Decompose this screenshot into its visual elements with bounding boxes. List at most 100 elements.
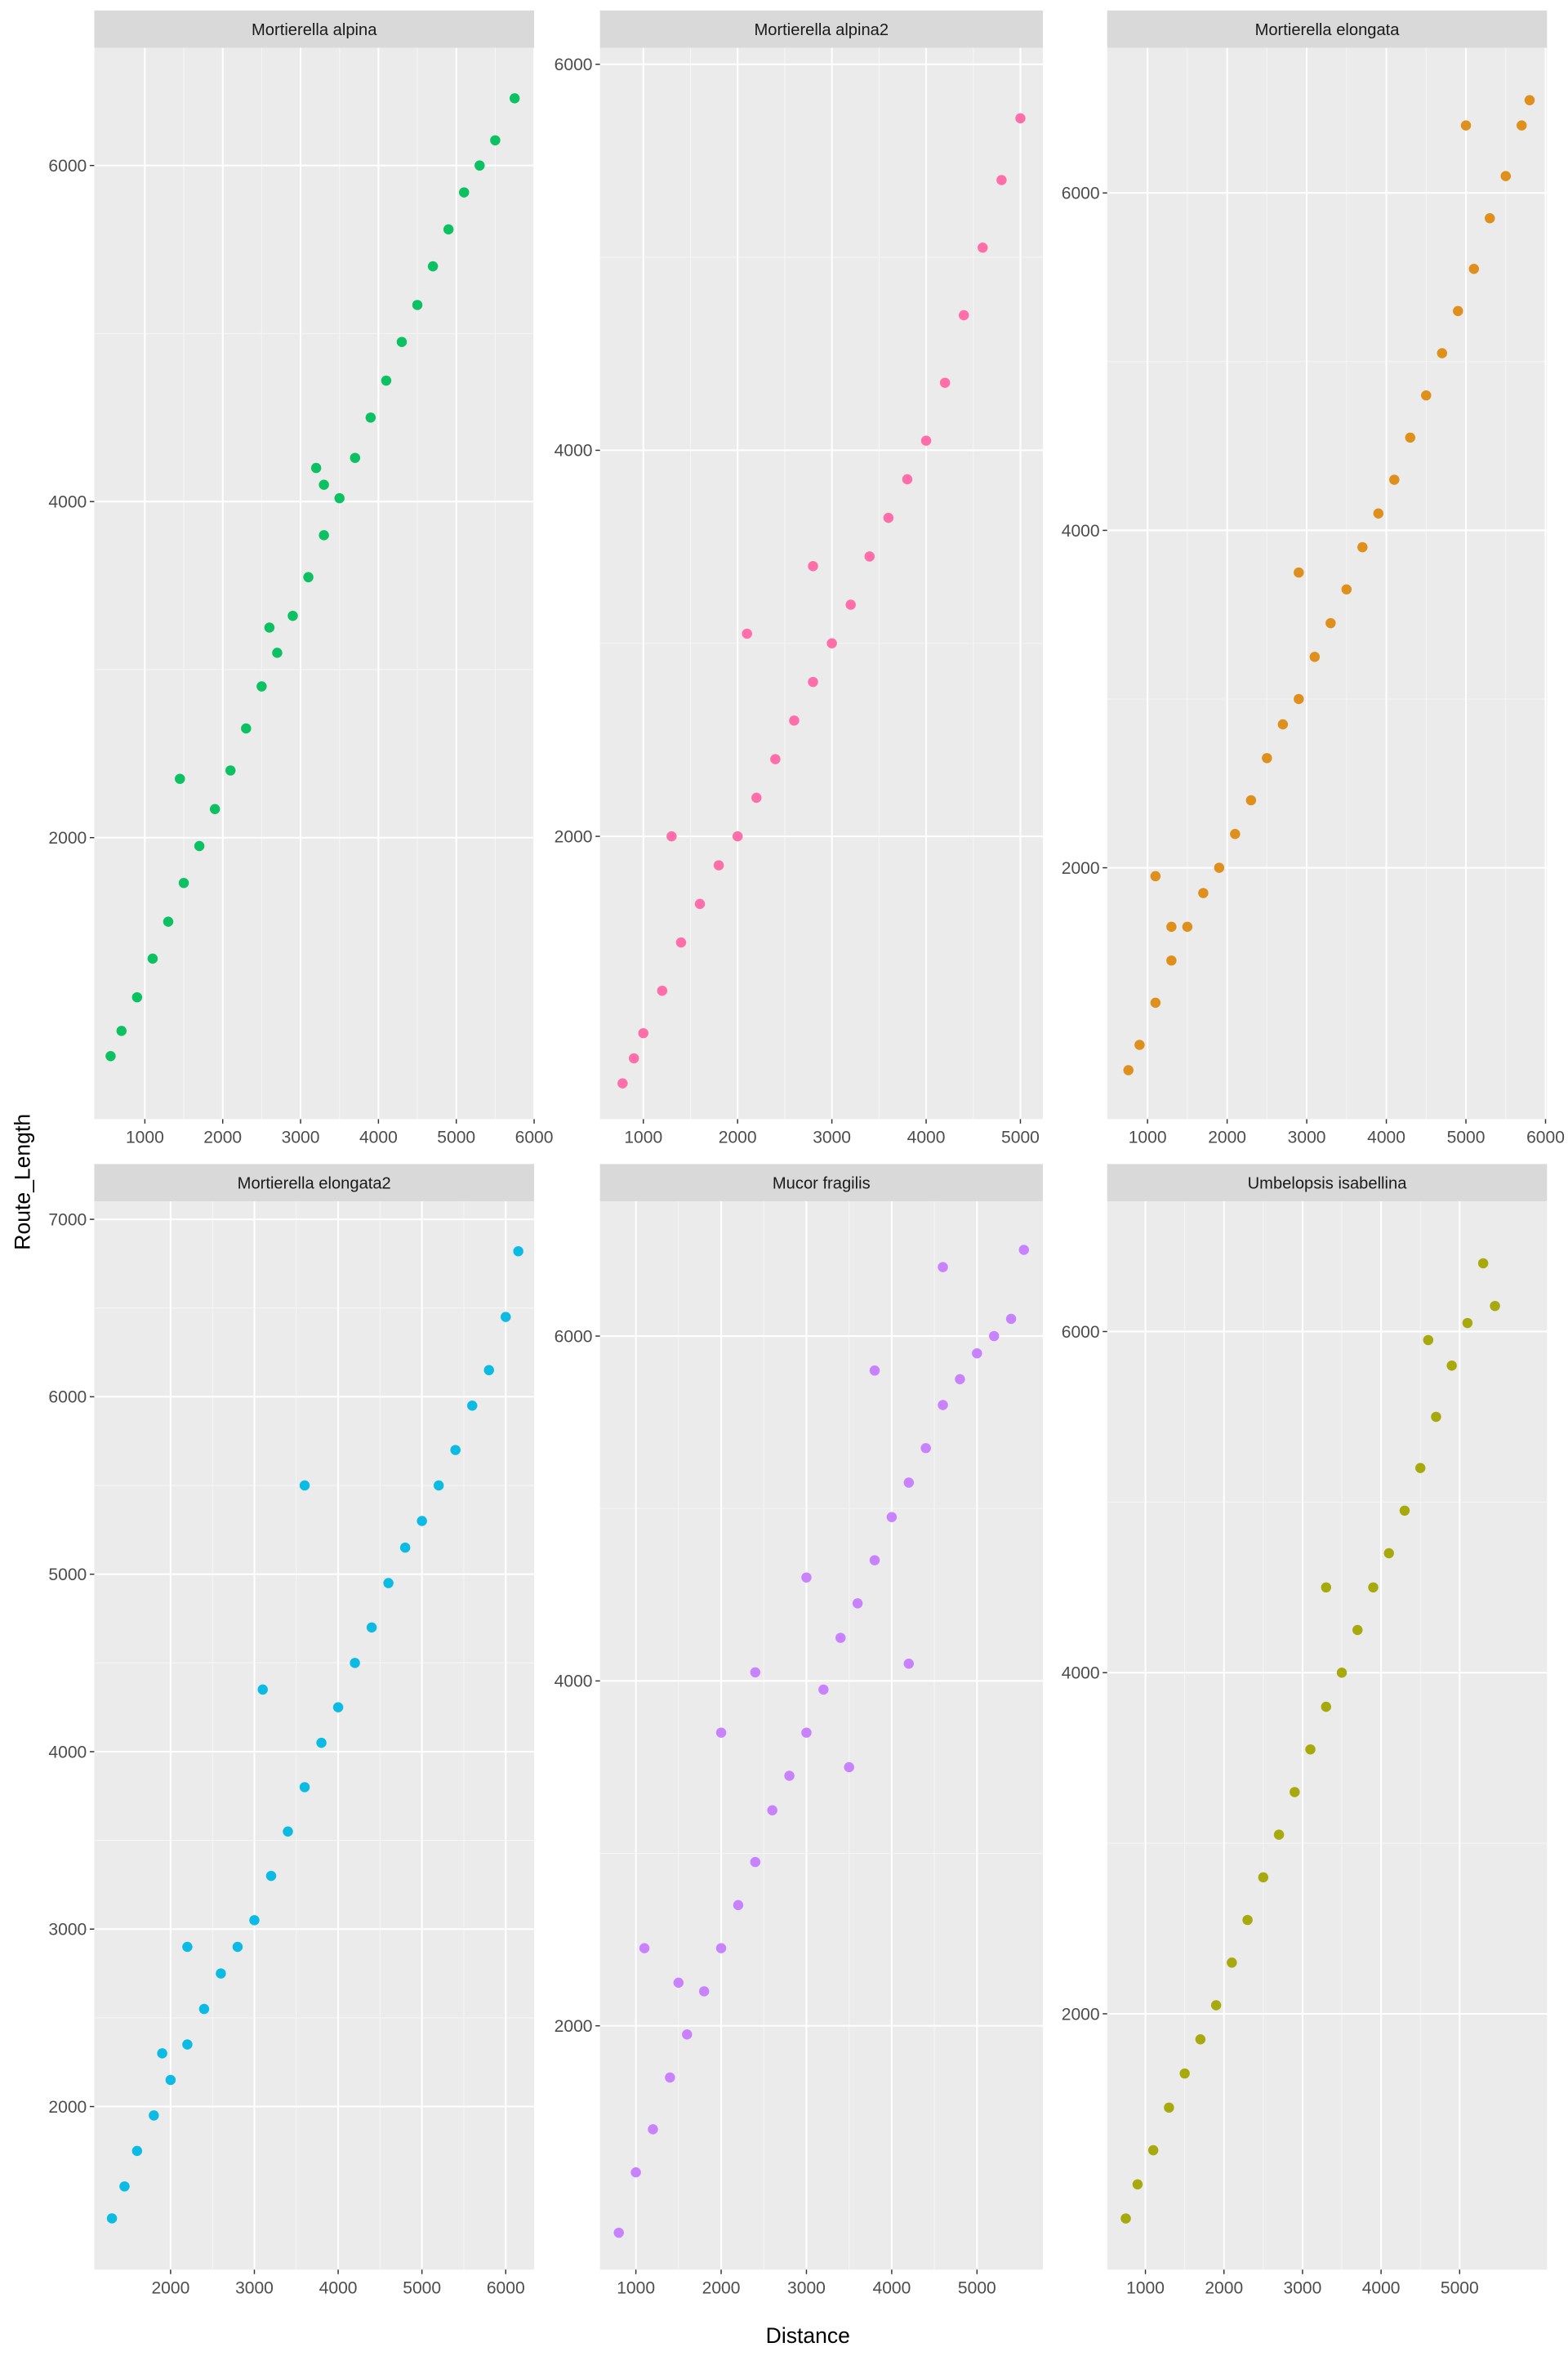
point: [350, 1658, 360, 1668]
point: [396, 336, 408, 347]
point: [443, 224, 454, 235]
point: [732, 831, 743, 842]
facet-title: Mortierella elongata: [1255, 21, 1401, 39]
x-tick-label: 1000: [126, 1129, 164, 1147]
point: [978, 243, 988, 253]
point: [1352, 1624, 1363, 1636]
x-tick-label: 1000: [624, 1129, 662, 1147]
y-tick-label: 6000: [1062, 185, 1100, 203]
point: [105, 1050, 116, 1062]
point: [1460, 120, 1472, 131]
point: [412, 300, 423, 310]
point: [383, 1578, 394, 1588]
point: [332, 1702, 344, 1712]
y-tick-label: 2000: [48, 829, 87, 848]
point: [1368, 1582, 1379, 1593]
point: [920, 1443, 931, 1454]
point: [1462, 1317, 1473, 1329]
point: [715, 1943, 727, 1953]
x-tick-label: 4000: [1367, 1129, 1405, 1147]
x-tick-label: 1000: [1129, 1129, 1167, 1147]
point: [241, 723, 252, 734]
point: [1336, 1667, 1348, 1678]
y-tick-label: 2000: [1062, 859, 1100, 878]
point: [617, 1078, 628, 1089]
y-tick-label: 4000: [48, 1743, 87, 1761]
point: [628, 1053, 639, 1064]
point: [147, 953, 158, 964]
point: [272, 648, 283, 658]
point: [1431, 1411, 1441, 1423]
y-tick-label: 4000: [1062, 1664, 1100, 1683]
x-tick-label: 6000: [515, 1129, 554, 1147]
point: [955, 1374, 965, 1385]
y-axis-title: Route_Length: [11, 1114, 35, 1250]
point: [1305, 1744, 1316, 1755]
point: [1446, 1361, 1457, 1371]
x-tick-label: 2000: [1205, 2279, 1243, 2298]
x-tick-label: 3000: [235, 2279, 274, 2298]
point: [613, 2227, 624, 2238]
x-tick-label: 3000: [1288, 1129, 1326, 1147]
point: [106, 2213, 118, 2224]
panel-background: [1107, 47, 1548, 1120]
y-tick-label: 4000: [555, 1672, 593, 1691]
facet-panel: Umbelopsis isabellina 1000 2000 3000 4000 500…: [1062, 1164, 1548, 2298]
point: [1325, 617, 1336, 629]
point: [1132, 2179, 1143, 2190]
x-tick-label: 4000: [319, 2279, 358, 2298]
point: [256, 681, 267, 692]
point: [249, 1915, 260, 1926]
point: [694, 898, 706, 910]
point: [116, 1026, 127, 1036]
y-tick-label: 6000: [1062, 1323, 1100, 1342]
point: [175, 773, 185, 784]
point: [1182, 921, 1193, 933]
point: [299, 1480, 310, 1491]
x-tick-label: 5000: [1441, 2279, 1479, 2298]
point: [182, 1941, 193, 1953]
x-tick-label: 3000: [1284, 2279, 1322, 2298]
point: [902, 474, 913, 485]
point: [1277, 719, 1289, 730]
point: [1123, 1065, 1134, 1076]
x-axis-title: Distance: [766, 2323, 850, 2348]
point: [698, 1986, 710, 1997]
point: [1258, 1872, 1269, 1883]
point: [316, 1737, 327, 1748]
x-tick-label: 4000: [359, 1129, 398, 1147]
point: [1453, 305, 1463, 317]
point: [1423, 1334, 1434, 1346]
point: [399, 1542, 411, 1553]
point: [1405, 432, 1416, 443]
point: [490, 135, 501, 146]
point: [1245, 795, 1257, 806]
x-tick-label: 2000: [1208, 1129, 1246, 1147]
point: [1383, 1548, 1394, 1559]
point: [318, 530, 329, 541]
point: [209, 804, 220, 814]
point: [1321, 1582, 1332, 1593]
x-tick-label: 5000: [1447, 1129, 1486, 1147]
point: [920, 435, 932, 446]
x-tick-label: 5000: [403, 2279, 441, 2298]
point: [310, 462, 322, 474]
point: [767, 1805, 777, 1815]
point: [1242, 1914, 1253, 1926]
point: [733, 1899, 744, 1911]
point: [416, 1516, 427, 1526]
point: [350, 452, 361, 463]
x-tick-label: 2000: [702, 2279, 741, 2298]
point: [474, 160, 485, 171]
point: [639, 1943, 650, 1953]
point: [427, 261, 439, 272]
point: [1150, 997, 1161, 1009]
point: [1477, 1258, 1489, 1269]
facet-panel: Mortierella elongata 1000 2000 3000 4000 5000…: [1062, 10, 1565, 1147]
point: [287, 610, 298, 621]
facet-title: Mortierella alpina2: [755, 21, 889, 39]
x-tick-label: 4000: [872, 2279, 911, 2298]
y-tick-label: 5000: [48, 1565, 87, 1584]
strip: [599, 10, 1043, 48]
